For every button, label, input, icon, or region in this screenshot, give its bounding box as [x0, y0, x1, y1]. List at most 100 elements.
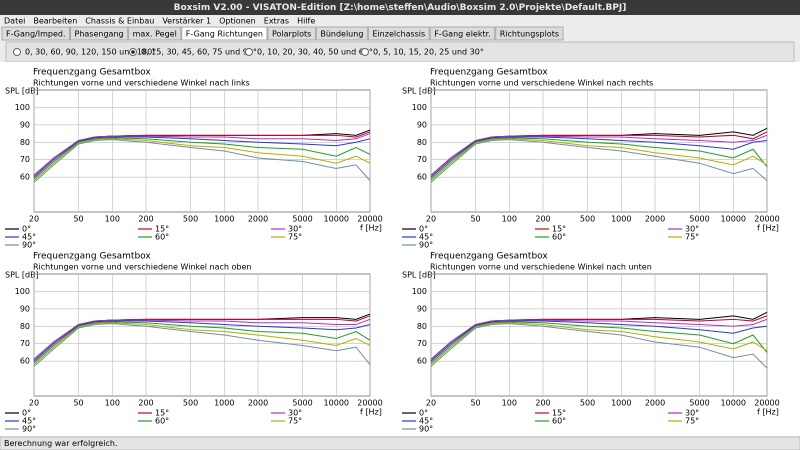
y-tick-label: 90	[417, 120, 427, 129]
x-tick-label: 1000	[214, 215, 234, 224]
menu-item[interactable]: Hilfe	[297, 17, 315, 26]
x-tick-label: 500	[183, 215, 198, 224]
legend-label: 75°	[685, 417, 699, 426]
x-tick-label: 2000	[645, 399, 665, 408]
menu-item[interactable]: Verstärker 1	[162, 17, 211, 26]
tab-label[interactable]: F-Gang elektr.	[434, 30, 491, 39]
series-line	[33, 323, 371, 367]
x-tick-label: 5000	[292, 215, 312, 224]
tab[interactable]	[495, 26, 564, 41]
tab-label[interactable]: Einzelchassis	[372, 30, 425, 39]
radio-label[interactable]: 0, 5, 10, 15, 20, 25 und 30°	[373, 48, 484, 57]
radio[interactable]	[245, 48, 253, 56]
y-axis-label: SPL [dB]	[402, 87, 436, 96]
legend-label: 0°	[22, 225, 31, 234]
chart-subtitle: Richtungen vorne und verschiedene Winkel…	[33, 79, 250, 88]
x-tick-label: 10000	[721, 399, 746, 408]
y-tick-label: 70	[417, 339, 427, 348]
tab[interactable]	[128, 26, 182, 41]
menu-item[interactable]: Extras	[264, 17, 289, 26]
radio-label[interactable]: 0, 30, 60, 90, 120, 150 und 180°	[25, 48, 156, 57]
y-tick-label: 70	[417, 155, 427, 164]
x-tick-label: 20	[426, 399, 436, 408]
tab-label[interactable]: F-Gang Richtungen	[186, 30, 263, 39]
x-tick-label: 100	[502, 215, 517, 224]
x-axis-label: f [Hz]	[757, 224, 779, 233]
legend-label: 0°	[22, 409, 31, 418]
tab[interactable]	[70, 26, 129, 41]
tab-label[interactable]: Bündelung	[320, 30, 363, 39]
legend-label: 60°	[552, 233, 566, 242]
series-line	[33, 318, 371, 360]
chart-subtitle: Richtungen vorne und verschiedene Winkel…	[430, 79, 653, 88]
chart-subtitle: Richtungen vorne und verschiedene Winkel…	[33, 263, 252, 272]
legend-label: 30°	[685, 409, 699, 418]
radio-dot	[131, 50, 135, 54]
legend-label: 30°	[288, 409, 302, 418]
menu-item[interactable]: Chassis & Einbau	[85, 17, 154, 26]
series-line	[430, 323, 768, 369]
legend-label: 75°	[685, 233, 699, 242]
series-line	[430, 322, 768, 366]
legend-label: 45°	[419, 417, 433, 426]
chart-title: Frequenzgang Gesamtbox	[430, 68, 548, 78]
y-tick-label: 70	[20, 155, 30, 164]
x-tick-label: 20	[29, 215, 39, 224]
menu-item[interactable]: Optionen	[219, 17, 256, 26]
legend-label: 60°	[155, 417, 169, 426]
x-tick-label: 2000	[248, 215, 268, 224]
y-tick-label: 60	[20, 173, 30, 182]
tab-label[interactable]: Richtungsplots	[500, 30, 559, 39]
x-tick-label: 100	[105, 215, 120, 224]
series-line	[33, 133, 371, 176]
tab[interactable]	[267, 26, 316, 41]
y-tick-label: 70	[20, 339, 30, 348]
legend-label: 90°	[419, 241, 433, 250]
series-line	[430, 138, 768, 182]
tab-label[interactable]: F-Gang/Imped.	[6, 30, 66, 39]
legend-label: 45°	[22, 233, 36, 242]
tab[interactable]	[367, 26, 430, 41]
x-tick-label: 50	[470, 215, 480, 224]
radio-label[interactable]: 0, 15, 30, 45, 60, 75 und 90°	[141, 48, 257, 57]
tab-label[interactable]: max. Pegel	[133, 30, 177, 39]
legend-label: 90°	[419, 425, 433, 434]
chart-area	[0, 62, 800, 436]
chart-subtitle: Richtungen vorne und verschiedene Winkel…	[430, 263, 652, 272]
tab[interactable]	[315, 26, 368, 41]
tab[interactable]	[181, 26, 268, 41]
tab[interactable]	[1, 26, 70, 41]
x-tick-label: 10000	[324, 215, 349, 224]
x-tick-label: 20	[29, 399, 39, 408]
y-tick-label: 100	[412, 287, 427, 296]
tab-label[interactable]: Polarplots	[272, 30, 311, 39]
legend-label: 30°	[685, 225, 699, 234]
tab[interactable]	[429, 26, 496, 41]
radio-label[interactable]: 0, 10, 20, 30, 40, 50 und 60°	[257, 48, 373, 57]
y-axis-label: SPL [dB]	[5, 271, 39, 280]
x-tick-label: 100	[105, 399, 120, 408]
series-line	[33, 137, 371, 180]
menu-item[interactable]: Datei	[4, 17, 25, 26]
legend-label: 45°	[22, 417, 36, 426]
x-tick-label: 20000	[754, 399, 779, 408]
legend-label: 90°	[22, 425, 36, 434]
series-line	[33, 136, 371, 178]
title-bar	[0, 0, 800, 15]
menu-item[interactable]: Bearbeiten	[33, 17, 77, 26]
series-line	[430, 320, 768, 362]
x-tick-label: 50	[73, 399, 83, 408]
series-line	[430, 318, 768, 360]
y-tick-label: 80	[417, 138, 427, 147]
x-tick-label: 20	[426, 215, 436, 224]
legend-label: 30°	[288, 225, 302, 234]
y-axis-label: SPL [dB]	[5, 87, 39, 96]
radio[interactable]	[13, 48, 21, 56]
legend-label: 90°	[22, 241, 36, 250]
x-tick-label: 10000	[721, 215, 746, 224]
radio[interactable]	[361, 48, 369, 56]
tab-label[interactable]: Phasengang	[75, 30, 124, 39]
series-line	[33, 139, 371, 183]
x-tick-label: 10000	[324, 399, 349, 408]
series-line	[33, 322, 371, 366]
